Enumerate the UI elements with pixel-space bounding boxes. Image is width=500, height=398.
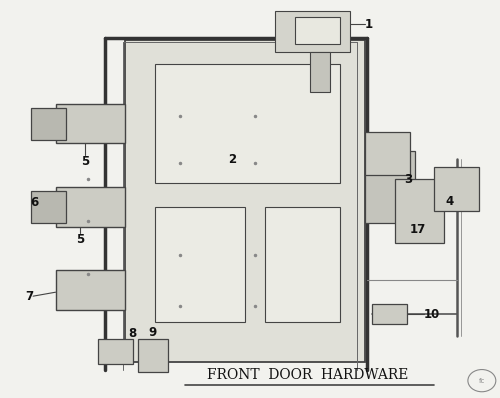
Polygon shape [364,132,410,175]
Text: 17: 17 [410,223,426,236]
Polygon shape [364,151,414,223]
Text: 4: 4 [446,195,454,208]
Text: 6: 6 [30,197,38,209]
Text: 7: 7 [25,290,33,302]
Polygon shape [30,191,66,223]
Polygon shape [30,108,66,140]
Text: 1: 1 [364,18,373,31]
Polygon shape [265,207,340,322]
Polygon shape [434,167,480,211]
Text: 2: 2 [228,153,236,166]
Text: 8: 8 [128,327,136,340]
Polygon shape [295,18,340,44]
Polygon shape [394,179,444,243]
Polygon shape [56,104,126,143]
Text: 9: 9 [148,326,157,339]
Polygon shape [156,64,340,183]
Polygon shape [98,339,133,364]
Polygon shape [310,52,330,92]
Polygon shape [138,339,168,371]
Text: FRONT  DOOR  HARDWARE: FRONT DOOR HARDWARE [206,369,408,382]
Text: 3: 3 [404,173,412,186]
Polygon shape [56,270,126,310]
Text: 10: 10 [424,308,440,320]
Polygon shape [56,187,126,227]
Polygon shape [156,207,245,322]
Text: 5: 5 [76,233,84,246]
Text: fc: fc [478,378,485,384]
Polygon shape [275,11,349,52]
Text: 5: 5 [82,155,90,168]
Polygon shape [126,40,364,362]
Polygon shape [372,304,407,324]
